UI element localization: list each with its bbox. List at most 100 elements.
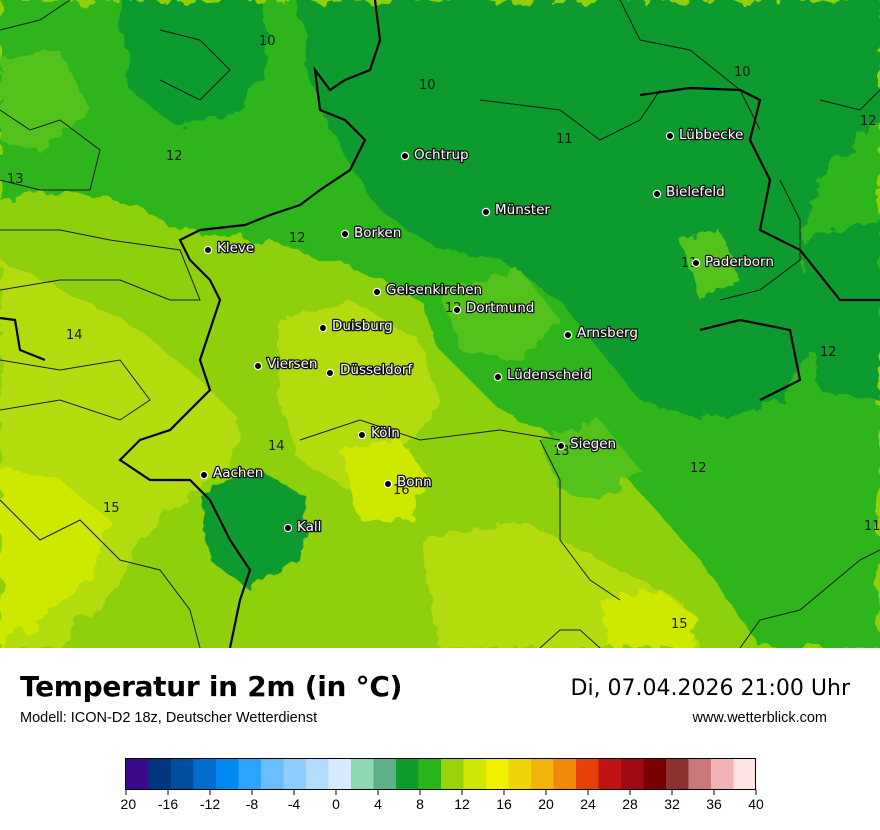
iso-label: 11: [556, 132, 573, 147]
legend-tick-label: 12: [454, 796, 470, 812]
website-link[interactable]: www.wetterblick.com: [692, 710, 827, 726]
city-markers: Lübbecke Ochtrup Bielefeld Münster Borke…: [199, 126, 775, 536]
city-label: Köln: [371, 425, 400, 441]
legend-tick-label: 8: [416, 796, 424, 812]
city-label: Borken: [354, 225, 401, 241]
city-bonn[interactable]: Bonn: [383, 473, 433, 491]
city-siegen[interactable]: Siegen: [556, 435, 617, 453]
city-kleve[interactable]: Kleve: [203, 239, 256, 257]
legend-swatch: [148, 759, 172, 790]
legend-swatch: [621, 759, 644, 790]
legend-swatch: [351, 759, 374, 790]
city-luedenscheid[interactable]: Lüdenscheid: [493, 366, 593, 384]
legend-tick-label: 0: [332, 796, 340, 812]
legend-swatch: [576, 759, 599, 790]
city-paderborn[interactable]: Paderborn: [691, 253, 775, 271]
city-label: Lüdenscheid: [507, 367, 592, 383]
city-label: Bonn: [397, 474, 432, 490]
city-gelsenkirchen[interactable]: Gelsenkirchen: [372, 281, 483, 299]
iso-label: 10: [419, 78, 436, 93]
iso-label: 12: [690, 461, 707, 476]
legend-ticks: -20 -16 -12 -8 -4 0 4 8 12 16 20 24 28 32 36 40: [120, 790, 764, 812]
legend-tick-label: 4: [374, 796, 382, 812]
country-borders: [0, 0, 880, 648]
city-duesseldorf[interactable]: Düsseldorf: [325, 361, 415, 379]
city-label: Dortmund: [466, 300, 534, 316]
legend-swatch: [711, 759, 734, 790]
state-borders: [0, 0, 880, 648]
city-dortmund[interactable]: Dortmund: [452, 299, 536, 317]
city-label: Viersen: [267, 356, 317, 372]
iso-label: 10: [734, 65, 751, 80]
temperature-field: [0, 0, 880, 648]
city-label: Düsseldorf: [340, 362, 413, 378]
iso-label: 12: [166, 149, 183, 164]
legend-swatch: [553, 759, 577, 790]
city-borken[interactable]: Borken: [340, 224, 403, 242]
legend-swatch: [238, 759, 262, 790]
city-koeln[interactable]: Köln: [357, 424, 401, 442]
city-aachen[interactable]: Aachen: [199, 464, 265, 482]
map-title: Temperatur in 2m (in °C): [20, 670, 403, 703]
city-label: Kleve: [217, 240, 254, 256]
iso-label: 15: [103, 501, 120, 516]
city-label: Siegen: [570, 436, 616, 452]
city-label: Kall: [297, 519, 321, 535]
legend-tick-label: 36: [706, 796, 722, 812]
iso-label: 15: [671, 617, 688, 632]
legend-tick-label: -20: [120, 796, 136, 812]
legend-tick-label: -4: [288, 796, 301, 812]
legend-swatch: [531, 759, 554, 790]
city-duisburg[interactable]: Duisburg: [318, 317, 394, 335]
legend-swatch: [463, 759, 487, 790]
legend-swatch: [216, 759, 239, 790]
legend-swatch: [598, 759, 622, 790]
city-kall[interactable]: Kall: [283, 518, 323, 536]
legend-swatch: [261, 759, 284, 790]
city-label: Aachen: [213, 465, 263, 481]
iso-label: 12: [289, 231, 306, 246]
legend-tick-label: 40: [748, 796, 764, 812]
legend-tick-label: 16: [496, 796, 512, 812]
city-label: Bielefeld: [666, 184, 725, 200]
city-label: Gelsenkirchen: [386, 282, 482, 298]
legend-swatch: [306, 759, 329, 790]
city-muenster[interactable]: Münster: [481, 201, 552, 219]
legend-swatches: [126, 759, 757, 790]
city-label: Lübbecke: [679, 127, 743, 143]
city-label: Arnsberg: [577, 325, 638, 341]
iso-label: 13: [553, 444, 570, 459]
city-bielefeld[interactable]: Bielefeld: [652, 183, 726, 201]
legend-swatch: [643, 759, 667, 790]
legend-swatch: [373, 759, 397, 790]
city-luebbecke[interactable]: Lübbecke: [665, 126, 745, 144]
iso-label: 13: [7, 172, 24, 187]
legend-tick-label: -12: [200, 796, 220, 812]
legend-tick-label: 24: [580, 796, 596, 812]
legend-swatch: [193, 759, 217, 790]
iso-label: 10: [259, 34, 276, 49]
iso-label: 12: [860, 114, 877, 129]
city-ochtrup[interactable]: Ochtrup: [400, 146, 470, 164]
legend-swatch: [396, 759, 419, 790]
legend-tick-label: 28: [622, 796, 638, 812]
legend-frame: [125, 758, 756, 790]
iso-label: 16: [393, 483, 410, 498]
legend-swatch: [283, 759, 307, 790]
city-arnsberg[interactable]: Arnsberg: [563, 324, 639, 342]
legend-tick-label: -16: [158, 796, 178, 812]
legend-swatch: [441, 759, 464, 790]
city-label: Paderborn: [705, 254, 774, 270]
legend-tick-label: 32: [664, 796, 680, 812]
city-label: Ochtrup: [414, 147, 469, 163]
legend-swatch: [126, 759, 149, 790]
city-viersen[interactable]: Viersen: [253, 355, 319, 373]
legend-tick-label: -8: [246, 796, 259, 812]
color-scale-legend: -20 -16 -12 -8 -4 0 4 8 12 16 20 24 28 32 36 40: [120, 758, 764, 812]
legend-swatch: [733, 759, 757, 790]
legend-swatch: [486, 759, 509, 790]
legend-swatch: [171, 759, 194, 790]
forecast-datetime: Di, 07.04.2026 21:00 Uhr: [570, 676, 850, 701]
model-source: Modell: ICON-D2 18z, Deutscher Wetterdie…: [20, 710, 318, 726]
legend-swatch: [688, 759, 712, 790]
